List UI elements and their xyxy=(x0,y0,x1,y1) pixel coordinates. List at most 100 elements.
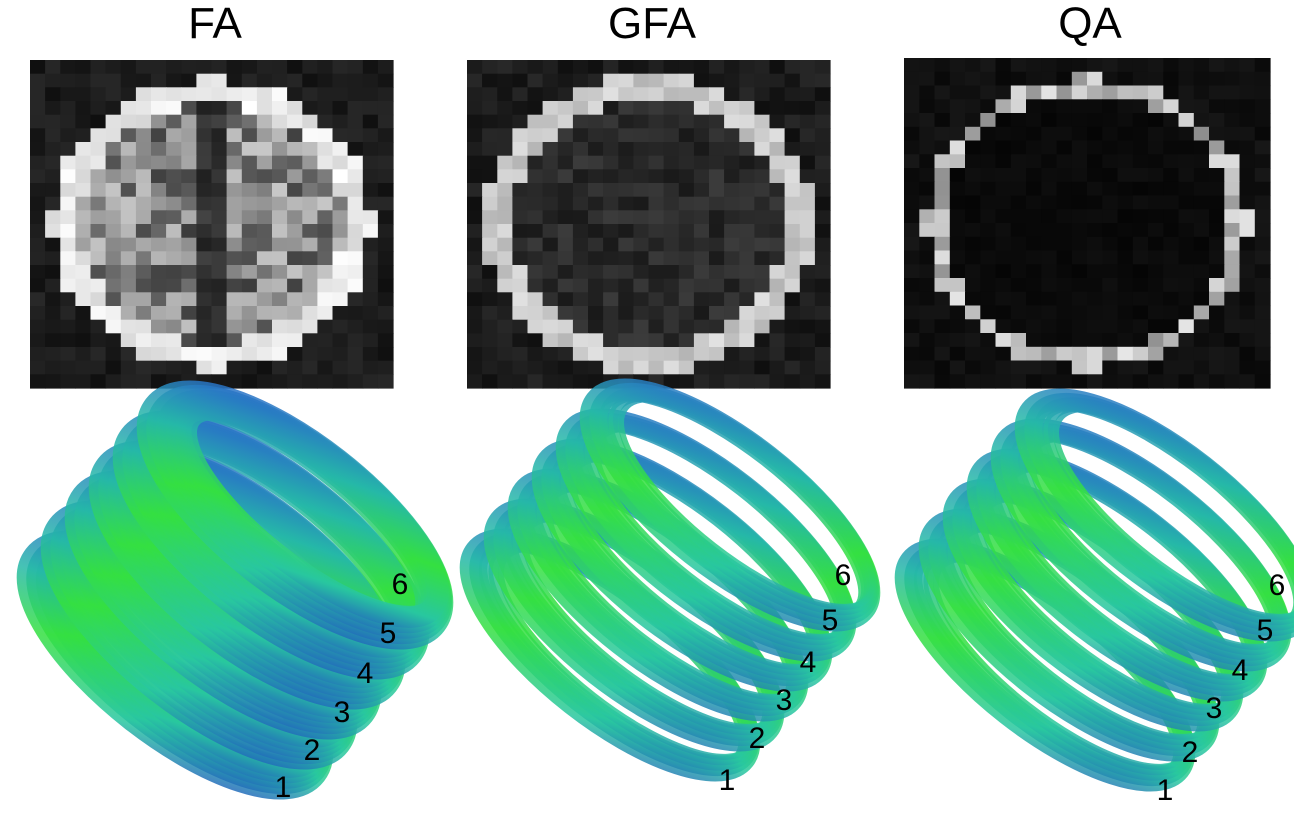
pixel xyxy=(1011,223,1027,237)
pixel xyxy=(91,251,107,265)
pixel xyxy=(1194,319,1210,333)
pixel xyxy=(467,142,483,156)
pixel xyxy=(363,128,379,142)
pixel xyxy=(378,183,394,197)
pixel xyxy=(649,74,665,88)
pixel xyxy=(196,101,212,115)
pixel xyxy=(1118,374,1134,388)
pixel xyxy=(60,101,76,115)
pixel xyxy=(770,197,786,211)
pixel xyxy=(1255,86,1271,100)
pixel xyxy=(709,142,725,156)
pixel xyxy=(378,333,394,347)
pixel xyxy=(227,361,243,375)
pixel xyxy=(603,60,619,74)
pixel xyxy=(151,279,167,293)
pixel xyxy=(302,128,318,142)
pixel xyxy=(378,156,394,170)
loop-label: 4 xyxy=(800,646,817,679)
pixel xyxy=(919,168,935,182)
pixel xyxy=(512,279,528,293)
pixel xyxy=(512,142,528,156)
pixel xyxy=(1118,333,1134,347)
pixel xyxy=(1209,361,1225,375)
pixel xyxy=(302,169,318,183)
pixel xyxy=(709,87,725,101)
pixel xyxy=(935,168,951,182)
pixel xyxy=(1240,168,1256,182)
pixel xyxy=(664,169,680,183)
pixel xyxy=(770,60,786,74)
pixel xyxy=(30,74,46,88)
pixel xyxy=(1041,141,1057,155)
pixel xyxy=(770,320,786,334)
pixel xyxy=(543,292,559,306)
pixel xyxy=(1133,113,1149,127)
pixel xyxy=(800,320,816,334)
pixel xyxy=(106,169,122,183)
pixel xyxy=(272,142,288,156)
pixel xyxy=(317,374,333,388)
pixel xyxy=(724,279,740,293)
pixel xyxy=(467,156,483,170)
pixel xyxy=(242,374,258,388)
pixel xyxy=(317,74,333,88)
pixel xyxy=(1011,347,1027,361)
pixel xyxy=(679,156,695,170)
pixel xyxy=(212,183,228,197)
pixel xyxy=(603,128,619,142)
pixel xyxy=(121,374,137,388)
pixel xyxy=(1163,141,1179,155)
pixel xyxy=(980,209,996,223)
pixel xyxy=(227,265,243,279)
pixel xyxy=(1133,361,1149,375)
pixel xyxy=(649,169,665,183)
pixel xyxy=(302,292,318,306)
pixel xyxy=(30,224,46,238)
pixel xyxy=(512,292,528,306)
pixel xyxy=(227,74,243,88)
pixel xyxy=(573,333,589,347)
pixel xyxy=(770,101,786,115)
pixel xyxy=(588,361,604,375)
pixel xyxy=(242,128,258,142)
pixel xyxy=(482,347,498,361)
pixel xyxy=(1209,86,1225,100)
pixel xyxy=(709,320,725,334)
pixel xyxy=(1133,127,1149,141)
pixel xyxy=(242,333,258,347)
pixel xyxy=(497,347,513,361)
pixel xyxy=(950,58,966,72)
pixel xyxy=(30,115,46,129)
pixel xyxy=(363,115,379,129)
pixel xyxy=(1118,127,1134,141)
pixel xyxy=(333,183,349,197)
loop-label: 4 xyxy=(357,657,374,690)
pixel xyxy=(754,224,770,238)
pixel xyxy=(1041,86,1057,100)
pixel xyxy=(1057,237,1073,251)
pixel xyxy=(1011,264,1027,278)
pixel xyxy=(348,265,364,279)
pixel xyxy=(106,265,122,279)
pixel xyxy=(558,197,574,211)
pixel xyxy=(497,101,513,115)
pixel xyxy=(980,58,996,72)
pixel xyxy=(1224,237,1240,251)
pixel xyxy=(1072,374,1088,388)
pixel xyxy=(136,142,152,156)
pixel xyxy=(1011,292,1027,306)
pixel xyxy=(1102,319,1118,333)
pixel xyxy=(754,128,770,142)
pixel xyxy=(664,347,680,361)
pixel xyxy=(800,169,816,183)
pixel xyxy=(1041,99,1057,113)
pixel xyxy=(1118,306,1134,320)
pixel xyxy=(242,292,258,306)
pixel xyxy=(618,224,634,238)
pixel xyxy=(649,101,665,115)
pixel xyxy=(1057,141,1073,155)
pixel xyxy=(1224,127,1240,141)
pixel xyxy=(724,183,740,197)
pixel xyxy=(664,87,680,101)
